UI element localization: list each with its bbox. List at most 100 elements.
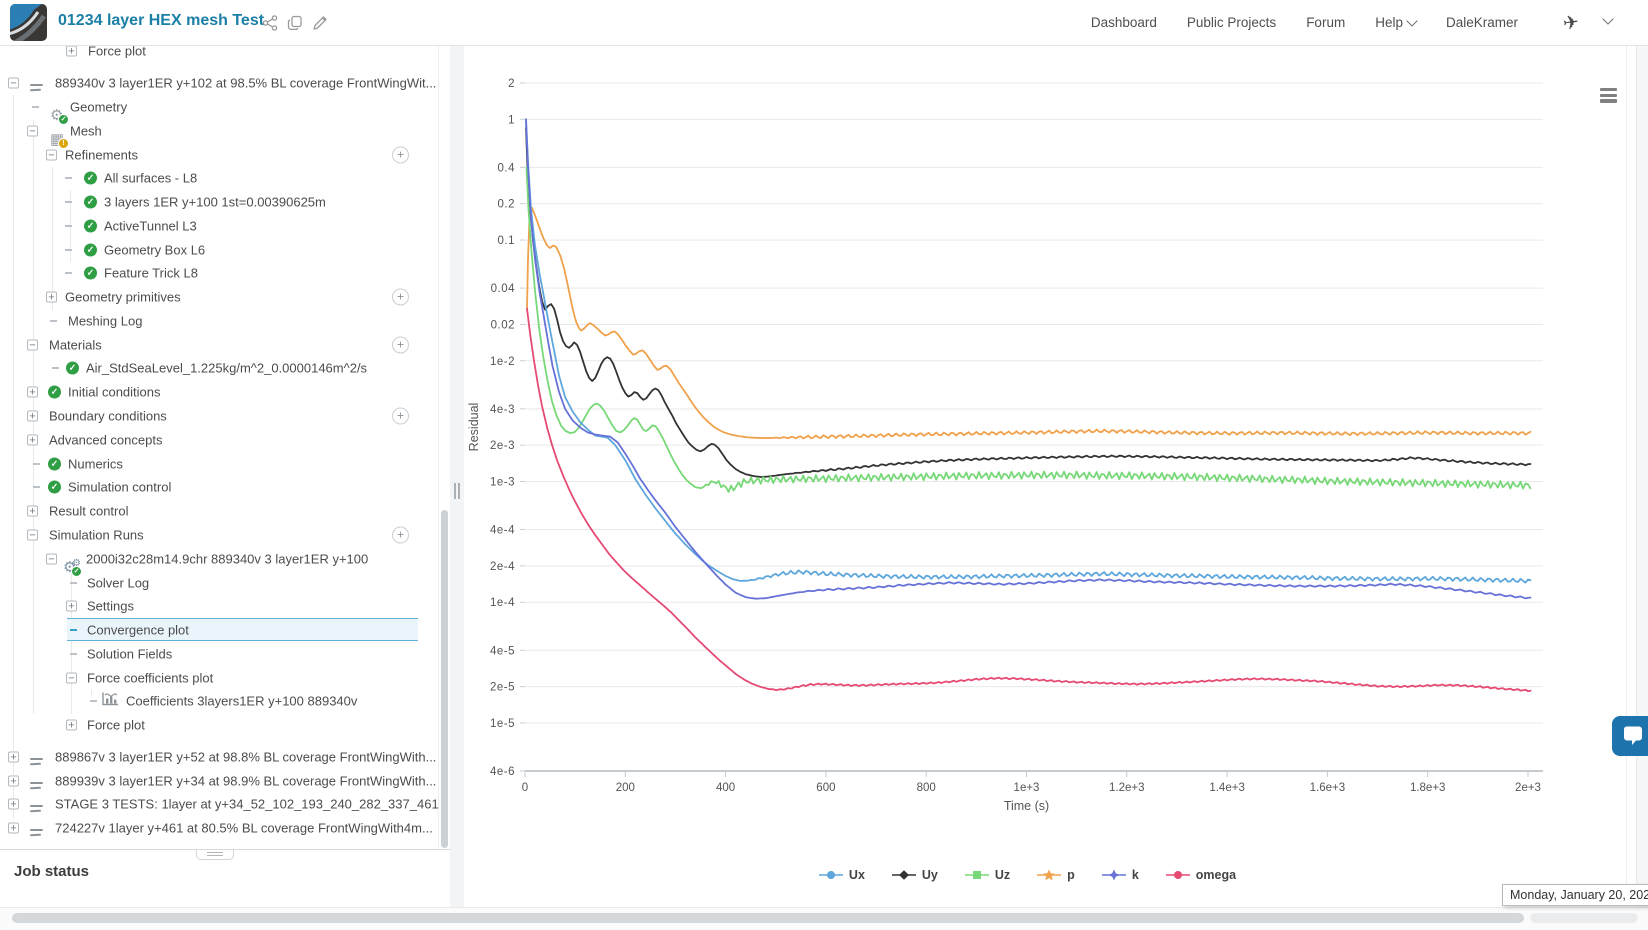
tree-item-solver-log[interactable]: Solver Log <box>0 572 438 594</box>
simscale-logo[interactable] <box>10 4 47 41</box>
tree-item-advanced-concepts[interactable]: + Advanced concepts <box>0 429 438 451</box>
tree-item-convergence-plot[interactable]: Convergence plot <box>0 619 438 641</box>
expand-toggle-icon[interactable]: + <box>66 600 77 612</box>
tree-item-geometry[interactable]: ⚙ ✓ Geometry <box>0 96 438 125</box>
tree-item-simulation-control[interactable]: ✓ Simulation control <box>0 476 438 498</box>
expand-toggle-icon[interactable]: + <box>8 798 19 810</box>
tree-item-force-plot[interactable]: + Force plot <box>0 46 438 62</box>
tree-item-2000i32c28m14-9chr-889340v-3-layer1er-y-10[interactable]: − ⚙︎ ⚙︎ ✓ 2000i32c28m14.9chr 889340v 3 layer… <box>0 548 438 577</box>
edit-pencil-icon[interactable] <box>312 15 328 31</box>
tree-item-3-layers-1er-y-100-1st-0-00390625m[interactable]: ✓ 3 layers 1ER y+100 1st=0.00390625m <box>0 191 438 213</box>
tree-item-geometry-primitives[interactable]: + Geometry primitives + <box>0 286 438 308</box>
tree-scrollbar-thumb[interactable] <box>441 510 448 848</box>
expand-toggle-icon[interactable]: + <box>8 822 19 834</box>
legend-item-k[interactable]: k <box>1101 868 1139 882</box>
nav-label: Forum <box>1306 15 1346 30</box>
chat-button[interactable] <box>1612 716 1648 756</box>
tree-item-label: 724227v 1layer y+461 at 80.5% BL coverag… <box>55 820 433 836</box>
right-scrollbar[interactable] <box>1636 46 1648 908</box>
legend-item-p[interactable]: p <box>1036 868 1075 882</box>
y-tick-label: 4e-4 <box>490 525 515 537</box>
share-icon[interactable] <box>262 15 278 31</box>
tree-item-boundary-conditions[interactable]: + Boundary conditions + <box>0 405 438 427</box>
expand-toggle-icon[interactable]: + <box>27 505 38 517</box>
collapse-toggle-icon[interactable]: − <box>66 672 77 684</box>
tree-item-geometry-box-l6[interactable]: ✓ Geometry Box L6 <box>0 239 438 261</box>
y-tick-label: 0.1 <box>498 235 516 247</box>
expand-toggle-icon[interactable]: + <box>66 46 77 57</box>
tree-item-activetunnel-l3[interactable]: ✓ ActiveTunnel L3 <box>0 215 438 237</box>
collapse-toggle-icon[interactable]: − <box>46 149 57 161</box>
job-panel-handle[interactable] <box>196 850 234 860</box>
geometry-icon: ⚙ ✓ <box>50 107 69 125</box>
tree-item-mesh[interactable]: − ▦! Mesh <box>0 120 438 149</box>
expand-toggle-icon[interactable]: + <box>27 410 38 422</box>
tree-item-889867v-3-layer1er-y-52-at-98-8-bl-coverag[interactable]: +889867v 3 layer1ER y+52 at 98.8% BL cov… <box>0 746 438 768</box>
run-gears-icon: ⚙︎ ⚙︎ ✓ <box>63 558 82 577</box>
tree-item-889340v-3-layer1er-y-102-at-98-5-bl-covera[interactable]: − 889340v 3 layer1ER y+102 at 98.5% BL co… <box>0 72 438 94</box>
nav-item-dashboard[interactable]: Dashboard <box>1091 15 1157 30</box>
tree-item-air-stdsealevel-1-225kg-m-2-0-0000146m-2-s[interactable]: ✓ Air_StdSeaLevel_1.225kg/m^2_0.0000146m^… <box>0 357 438 379</box>
tree-item-solution-fields[interactable]: Solution Fields <box>0 643 438 665</box>
nav-item-dalekramer[interactable]: DaleKramer <box>1446 15 1518 30</box>
tree-item-materials[interactable]: − Materials + <box>0 334 438 356</box>
tree-item-coefficients-3layers1er-y-100-889340v[interactable]: Coefficients 3layers1ER y+100 889340v <box>0 690 438 712</box>
tree-item-label: Convergence plot <box>87 622 189 638</box>
bottom-scrollbar-thumb[interactable] <box>12 913 1524 923</box>
series-line-uz <box>525 166 1532 493</box>
legend-item-omega[interactable]: omega <box>1165 868 1236 882</box>
tree-item-refinements[interactable]: − Refinements + <box>0 144 438 166</box>
tree-item-numerics[interactable]: ✓ Numerics <box>0 453 438 475</box>
status-check-icon: ✓ <box>66 361 79 375</box>
add-button[interactable]: + <box>392 526 409 544</box>
y-tick-label: 4e-6 <box>490 766 515 778</box>
expand-toggle-icon[interactable]: + <box>8 751 19 763</box>
status-check-icon: ✓ <box>48 385 61 399</box>
tree-item-meshing-log[interactable]: Meshing Log <box>0 310 438 332</box>
tree-item-force-coefficients-plot[interactable]: − Force coefficients plot <box>0 667 438 689</box>
collapse-toggle-icon[interactable]: − <box>27 339 38 351</box>
copy-icon[interactable] <box>287 15 303 31</box>
collapse-toggle-icon[interactable]: − <box>27 529 38 541</box>
collapse-toggle-icon[interactable]: − <box>8 77 19 89</box>
tree-item-feature-trick-l8[interactable]: ✓ Feature Trick L8 <box>0 262 438 284</box>
expand-toggle-icon[interactable]: + <box>27 434 38 446</box>
expand-toggle-icon[interactable]: + <box>27 386 38 398</box>
tree-item-settings[interactable]: + Settings <box>0 595 438 617</box>
expand-toggle-icon[interactable]: + <box>46 291 57 303</box>
tree-item-724227v-1layer-y-461-at-80-5-bl-coverage-f[interactable]: +724227v 1layer y+461 at 80.5% BL covera… <box>0 817 438 839</box>
y-tick-label: 0.02 <box>491 319 515 331</box>
job-panel-divider <box>0 849 450 850</box>
tree-item-result-control[interactable]: + Result control <box>0 500 438 522</box>
add-button[interactable]: + <box>392 288 409 306</box>
add-button[interactable]: + <box>392 146 409 164</box>
y-tick-label: 4e-5 <box>490 645 515 657</box>
add-button[interactable]: + <box>392 336 409 354</box>
add-button[interactable]: + <box>392 407 409 425</box>
collapse-toggle-icon[interactable]: − <box>27 125 38 137</box>
tree-item-initial-conditions[interactable]: + ✓ Initial conditions <box>0 381 438 403</box>
tree-item-all-surfaces-l8[interactable]: ✓ All surfaces - L8 <box>0 167 438 189</box>
pane-resize-grip[interactable] <box>453 483 461 499</box>
legend-item-uy[interactable]: Uy <box>891 868 938 882</box>
y-tick-label: 4e-3 <box>490 404 515 416</box>
tree-leaf-dash <box>90 700 97 702</box>
legend-item-ux[interactable]: Ux <box>818 868 865 882</box>
tree-item-stage-3-tests-1layer-at-y-34-52-102-193-24[interactable]: + STAGE 3 TESTS: 1layer at y+34_52_102_19… <box>0 793 438 815</box>
legend-label: omega <box>1195 868 1237 882</box>
chart-menu-icon[interactable] <box>1600 88 1618 104</box>
expand-toggle-icon[interactable]: + <box>66 719 77 731</box>
nav-item-forum[interactable]: Forum <box>1306 15 1345 30</box>
chevron-down-icon[interactable] <box>1602 13 1614 25</box>
nav-item-public-projects[interactable]: Public Projects <box>1187 15 1276 30</box>
tree-item-force-plot[interactable]: + Force plot <box>0 714 438 736</box>
legend-item-uz[interactable]: Uz <box>964 868 1010 882</box>
tree-leaf-dash <box>70 653 77 655</box>
series-line-p <box>526 206 1532 440</box>
tree-item-simulation-runs[interactable]: − Simulation Runs + <box>0 524 438 546</box>
expand-toggle-icon[interactable]: + <box>8 775 19 787</box>
tree-item-889939v-3-layer1er-y-34-at-98-9-bl-coverag[interactable]: +889939v 3 layer1ER y+34 at 98.9% BL cov… <box>0 770 438 792</box>
nav-item-help[interactable]: Help <box>1375 14 1418 30</box>
collapse-toggle-icon[interactable]: − <box>46 553 57 565</box>
avatar[interactable]: ✈ <box>1561 11 1581 35</box>
